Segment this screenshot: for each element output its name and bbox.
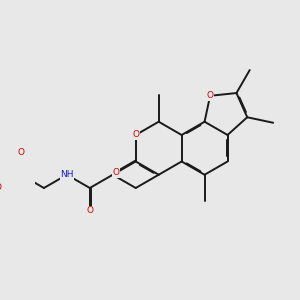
Text: NH: NH (60, 170, 74, 179)
Text: O: O (207, 91, 214, 100)
Text: O: O (86, 206, 93, 215)
Text: O: O (113, 168, 120, 177)
Text: O: O (0, 184, 2, 193)
Text: O: O (132, 130, 139, 140)
Text: O: O (17, 148, 25, 157)
